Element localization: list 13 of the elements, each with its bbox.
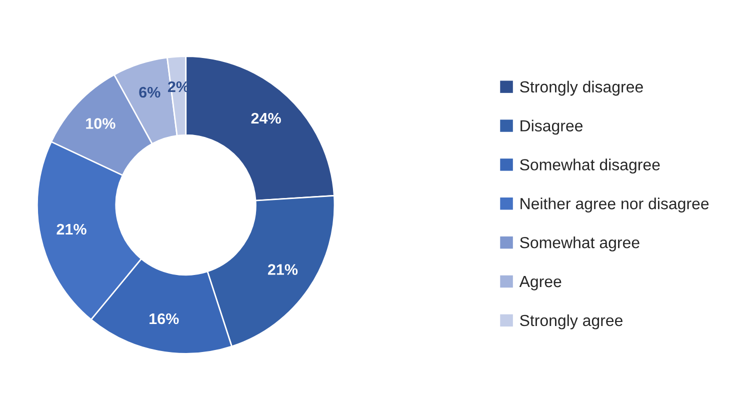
data-label: 21%	[56, 224, 86, 235]
legend-label: Somewhat agree	[520, 236, 640, 252]
data-label: 10%	[86, 118, 116, 129]
data-label: 16%	[150, 313, 179, 324]
data-label: 6%	[139, 86, 160, 98]
data-label: 21%	[268, 264, 298, 275]
legend-label: Disagree	[520, 120, 583, 135]
legend-label: Strongly disagree	[520, 80, 643, 96]
legend-label: Strongly agree	[520, 314, 622, 330]
legend-label: Agree	[519, 276, 562, 290]
legend-label: Somewhat disagree	[520, 158, 660, 174]
legend-label: Neither agree nor disagree	[520, 198, 709, 212]
data-label: 24%	[251, 112, 281, 124]
